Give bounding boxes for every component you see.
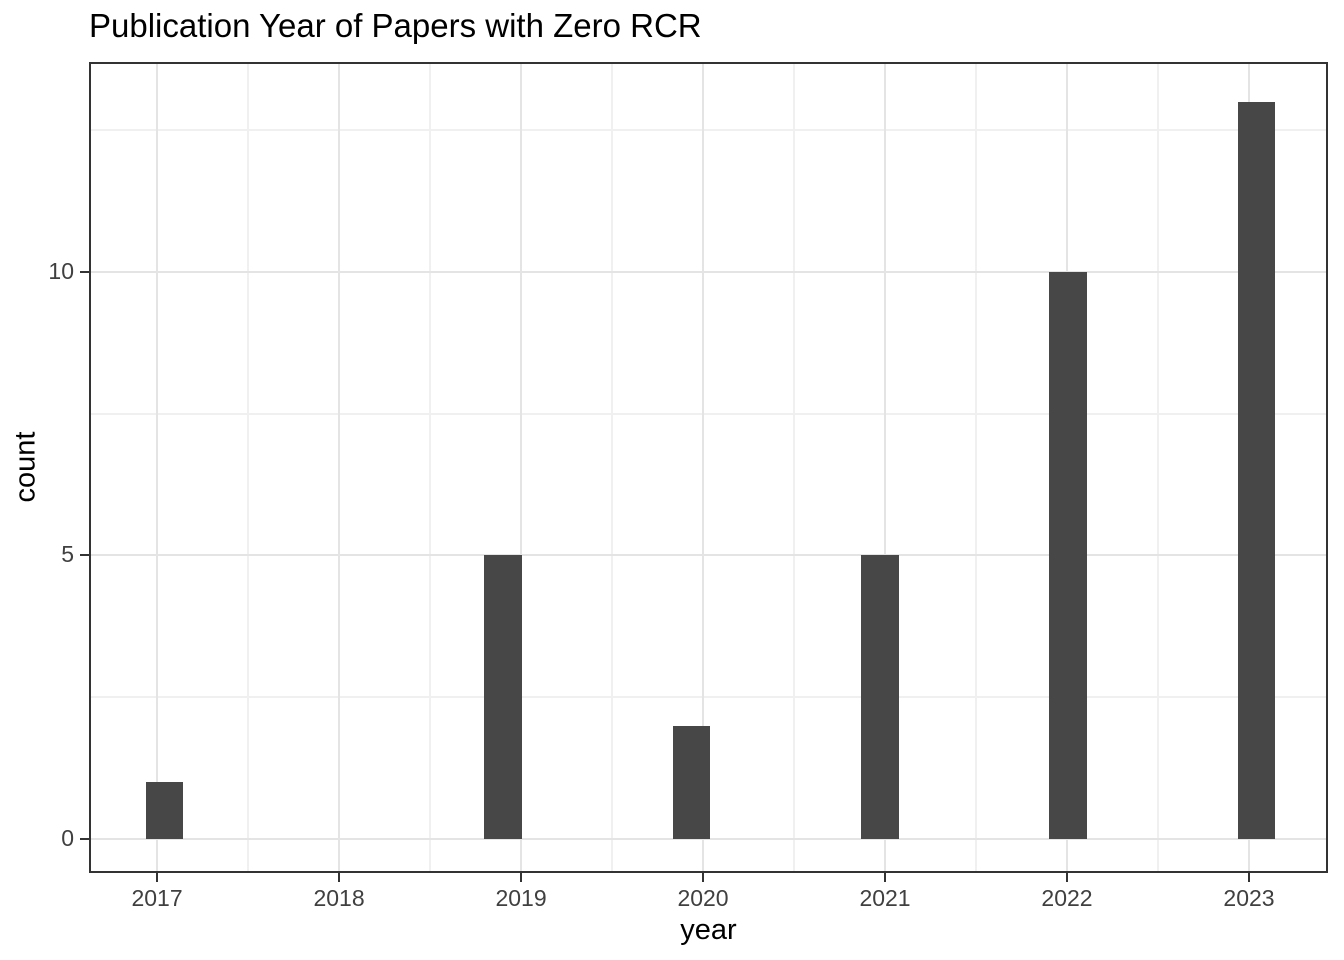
y-axis-title: count: [9, 431, 42, 503]
y-grid-major: [89, 554, 1328, 557]
x-grid-minor: [611, 62, 614, 873]
histogram-bar-2021: [861, 555, 899, 839]
plot-panel: [89, 62, 1328, 873]
y-grid-major: [89, 837, 1328, 840]
chart-title: Publication Year of Papers with Zero RCR: [89, 7, 702, 44]
x-tick-mark: [884, 873, 887, 882]
x-tick-mark: [702, 873, 705, 882]
x-grid-major: [338, 62, 341, 873]
histogram-bar-2020: [672, 725, 711, 839]
y-tick-mark: [80, 554, 89, 557]
y-tick-mark: [80, 270, 89, 273]
histogram-bar-2022: [1049, 271, 1087, 839]
y-grid-minor: [89, 412, 1328, 415]
x-grid-minor: [247, 62, 250, 873]
x-tick-mark: [520, 873, 523, 882]
y-tick-label: 10: [48, 257, 74, 284]
x-tick-mark: [1066, 873, 1069, 882]
x-tick-label: 2018: [313, 885, 365, 911]
y-grid-minor: [89, 696, 1328, 699]
y-grid-minor: [89, 129, 1328, 132]
x-grid-major: [702, 62, 705, 873]
histogram-bar-2019: [484, 555, 523, 839]
x-tick-label: 2019: [495, 885, 547, 911]
x-tick-label: 2022: [1041, 885, 1093, 911]
x-grid-minor: [975, 62, 978, 873]
x-tick-label: 2020: [677, 885, 729, 911]
x-grid-minor: [793, 62, 796, 873]
x-tick-mark: [1248, 873, 1251, 882]
x-grid-minor: [429, 62, 432, 873]
histogram-bar-2017: [145, 782, 184, 839]
x-grid-minor: [1157, 62, 1160, 873]
x-tick-label: 2021: [859, 885, 911, 911]
y-tick-label: 5: [61, 541, 74, 568]
x-tick-label: 2023: [1223, 885, 1275, 911]
x-grid-major: [520, 62, 523, 873]
histogram-bar-2023: [1237, 101, 1276, 839]
x-grid-major: [156, 62, 159, 873]
x-tick-label: 2017: [131, 885, 183, 911]
x-axis-title: year: [680, 914, 737, 946]
x-tick-mark: [156, 873, 159, 882]
y-tick-mark: [80, 837, 89, 840]
x-grid-major: [884, 62, 887, 873]
x-tick-mark: [338, 873, 341, 882]
y-tick-label: 0: [61, 824, 74, 851]
y-grid-major: [89, 270, 1328, 273]
